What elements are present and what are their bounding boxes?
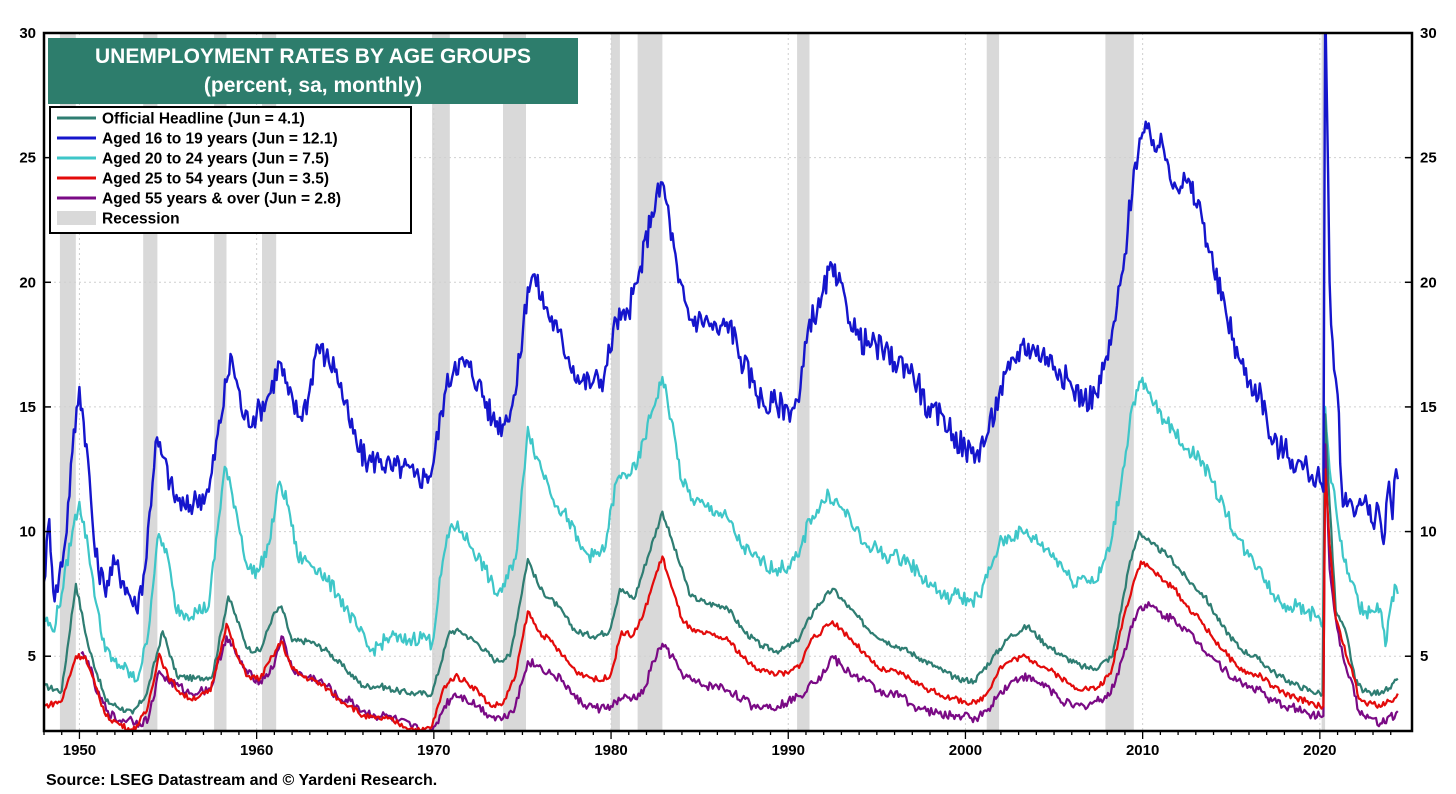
- x-tick-label: 1980: [594, 742, 627, 759]
- legend-label-headline: Official Headline (Jun = 4.1): [102, 111, 305, 128]
- source-note: Source: LSEG Datastream and © Yardeni Re…: [46, 772, 437, 789]
- y-tick-label-right: 25: [1420, 150, 1437, 167]
- y-tick-label-left: 25: [19, 150, 36, 167]
- x-tick-label: 1950: [63, 742, 96, 759]
- x-tick-label: 2010: [1126, 742, 1159, 759]
- plot-frame: [42, 31, 1414, 733]
- x-tick-label: 1990: [772, 742, 805, 759]
- y-tick-label-left: 15: [19, 399, 36, 416]
- recession-band: [432, 33, 450, 731]
- recession-band: [637, 33, 663, 731]
- series-line: [44, 468, 1399, 731]
- recession-band: [611, 33, 620, 731]
- x-tick-label: 2000: [949, 742, 982, 759]
- legend-box: [49, 106, 412, 234]
- series-line: [44, 33, 1399, 615]
- chart-subtitle: (percent, sa, monthly): [204, 74, 422, 97]
- y-tick-label-right: 20: [1420, 274, 1437, 291]
- legend-label-recession: Recession: [102, 211, 180, 228]
- legend-label-55-over: Aged 55 years & over (Jun = 2.8): [102, 191, 341, 208]
- y-tick-label-right: 5: [1420, 648, 1428, 665]
- y-tick-label-left: 30: [19, 25, 36, 42]
- legend: Official Headline (Jun = 4.1) Aged 16 to…: [49, 106, 412, 234]
- y-tick-label-right: 30: [1420, 25, 1437, 42]
- series-lines: [44, 33, 1399, 731]
- y-tick-label-right: 15: [1420, 399, 1437, 416]
- legend-swatch-recession: [57, 211, 96, 225]
- recession-band: [503, 33, 526, 731]
- x-tick-label: 2020: [1303, 742, 1336, 759]
- series-line: [44, 413, 1399, 715]
- series-line: [44, 375, 1399, 683]
- y-tick-label-left: 20: [19, 274, 36, 291]
- title-box: UNEMPLOYMENT RATES BY AGE GROUPS (percen…: [48, 38, 578, 104]
- recession-band: [986, 33, 1000, 731]
- x-tick-label: 1970: [417, 742, 450, 759]
- y-tick-label-left: 10: [19, 524, 36, 541]
- y-tick-label-left: 5: [28, 648, 36, 665]
- chart-title: UNEMPLOYMENT RATES BY AGE GROUPS: [95, 45, 531, 68]
- title-background: [48, 38, 578, 104]
- legend-label-16-19: Aged 16 to 19 years (Jun = 12.1): [102, 131, 338, 148]
- recession-band: [1105, 33, 1134, 731]
- legend-label-20-24: Aged 20 to 24 years (Jun = 7.5): [102, 151, 329, 168]
- legend-label-25-54: Aged 25 to 54 years (Jun = 3.5): [102, 171, 329, 188]
- x-tick-label: 1960: [240, 742, 273, 759]
- recession-band: [797, 33, 810, 731]
- y-tick-label-right: 10: [1420, 524, 1437, 541]
